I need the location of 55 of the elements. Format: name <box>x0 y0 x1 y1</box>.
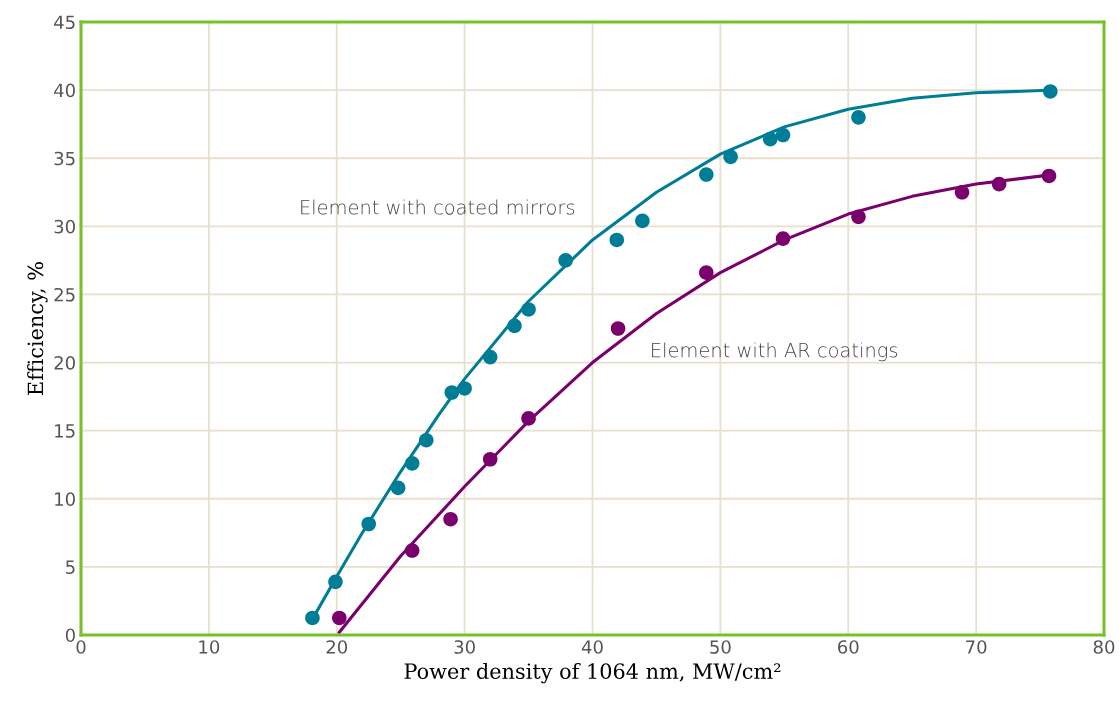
point <box>361 516 376 532</box>
point <box>521 302 536 317</box>
point <box>762 131 778 147</box>
point <box>418 432 434 448</box>
x-axis-title: Power density of 1064 nm, MW/cm² <box>404 662 781 684</box>
x-tick-label: 0 <box>76 640 86 654</box>
y-tick-label: 40 <box>54 83 75 98</box>
point <box>482 451 498 467</box>
y-axis-title: Efficiency, % <box>27 262 48 395</box>
annotation: Element with AR coatings <box>652 342 898 362</box>
point <box>332 610 347 626</box>
x-tick-label: 50 <box>710 640 731 654</box>
y-tick-label: 45 <box>54 15 75 30</box>
point <box>851 110 866 125</box>
point <box>851 209 866 225</box>
point <box>775 231 791 246</box>
annotation: Element with coated mirrors <box>301 199 575 215</box>
y-tick-label: 20 <box>54 356 75 370</box>
y-tick-label: 15 <box>55 424 75 438</box>
x-tick-label: 80 <box>1093 640 1115 654</box>
x-tick-label: 30 <box>454 640 475 654</box>
point <box>699 265 714 280</box>
point <box>954 184 970 200</box>
point <box>444 385 460 400</box>
point <box>328 574 343 590</box>
y-tick-label: 0 <box>65 628 75 643</box>
point <box>775 127 791 143</box>
point <box>507 318 522 334</box>
point <box>482 349 498 365</box>
point <box>390 480 406 496</box>
x-tick-label: 60 <box>838 640 859 654</box>
point <box>699 167 714 182</box>
y-tick-label: 10 <box>55 492 75 506</box>
point <box>521 411 536 426</box>
y-tick-label: 25 <box>54 287 75 302</box>
point <box>609 232 625 248</box>
point <box>1041 168 1057 184</box>
point <box>610 321 626 336</box>
point <box>558 253 573 268</box>
y-tick-label: 30 <box>54 219 75 234</box>
point <box>635 213 650 229</box>
point <box>1043 84 1058 99</box>
point <box>305 610 320 626</box>
point <box>723 149 738 165</box>
point <box>443 511 458 527</box>
x-tick-label: 40 <box>581 640 603 654</box>
x-tick-label: 10 <box>199 640 220 654</box>
y-tick-label: 5 <box>66 560 75 575</box>
point <box>404 543 420 558</box>
x-tick-label: 70 <box>966 640 987 654</box>
point <box>991 176 1007 192</box>
y-tick-label: 35 <box>54 151 75 166</box>
point <box>404 456 420 471</box>
x-tick-label: 20 <box>326 640 348 654</box>
point <box>457 381 472 396</box>
